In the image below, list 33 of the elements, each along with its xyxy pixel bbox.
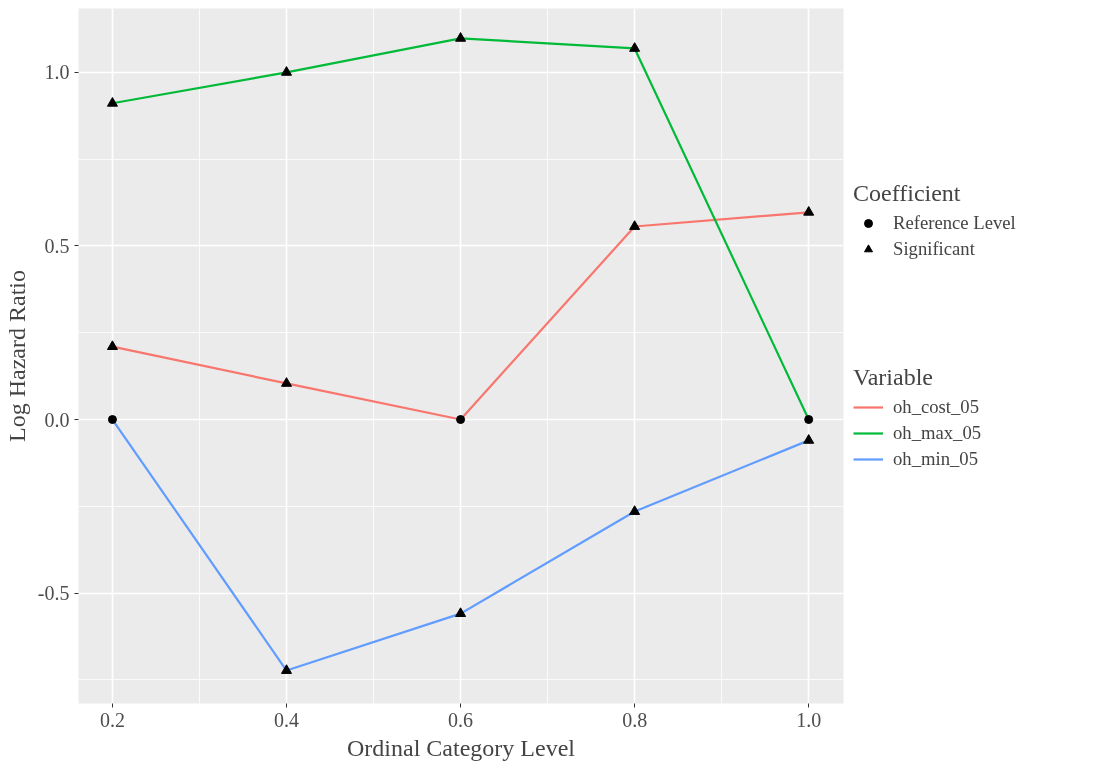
y-axis-title: Log Hazard Ratio	[3, 270, 30, 442]
point	[629, 220, 641, 230]
point	[804, 415, 814, 425]
x-tick-label: 0.8	[622, 708, 648, 731]
legend-label: Significant	[893, 238, 975, 260]
x-tick-label: 0.2	[99, 708, 125, 731]
legend-label: Reference Level	[893, 212, 1016, 234]
y-tick-label: 0.0	[44, 408, 70, 431]
point	[456, 415, 466, 425]
x-tick-label: 1.0	[796, 708, 822, 731]
y-tick-label: -0.5	[37, 582, 70, 605]
point	[281, 664, 292, 674]
x-tick-label: 0.4	[274, 708, 299, 731]
point	[281, 377, 292, 387]
x-axis-title: Ordinal Category Level	[347, 734, 576, 761]
text: Coefficient	[853, 180, 961, 206]
legend-label: oh_max_05	[893, 422, 982, 444]
point	[803, 206, 815, 216]
point	[629, 42, 641, 52]
point	[629, 505, 641, 515]
point	[281, 66, 292, 76]
point	[455, 607, 467, 617]
legend-label: oh_cost_05	[893, 396, 980, 418]
y-tick-label: 1.0	[44, 61, 70, 84]
x-tick-label: 0.6	[448, 708, 474, 731]
point	[107, 415, 117, 425]
point	[106, 97, 118, 107]
y-tick-label: 0.5	[44, 234, 70, 257]
point	[106, 340, 118, 351]
point	[455, 32, 467, 42]
legend-label: oh_min_05	[893, 448, 978, 470]
text: Variable	[853, 364, 933, 390]
point	[803, 434, 815, 444]
